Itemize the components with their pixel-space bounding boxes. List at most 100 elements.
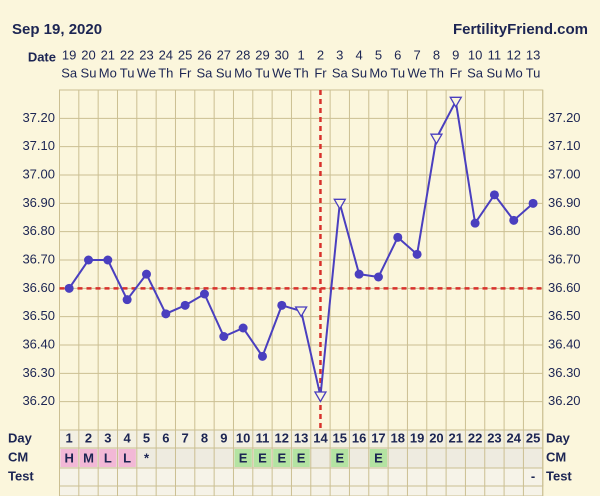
header-site: FertilityFriend.com [453,21,588,38]
cm-value: L [123,450,131,465]
date-label: 11 [488,47,502,62]
day-number: 11 [256,430,270,445]
day-number: 1 [66,430,73,445]
date-label: 26 [197,47,211,62]
test-row-label-right: Test [546,468,572,483]
point [470,218,480,228]
point [64,283,74,293]
date-label: 7 [413,47,420,62]
day-number: 6 [162,430,169,445]
weekday-label: Su [351,65,367,80]
y-tick-label: 37.20 [22,110,55,125]
y-tick-label-right: 36.40 [548,336,581,351]
y-tick-label-right: 36.50 [548,308,581,323]
open-point [313,391,328,403]
cm-row-label: CM [8,449,28,464]
weekday-label: We [407,65,426,80]
cm-cell [369,449,388,467]
y-tick-label: 36.40 [22,336,55,351]
point [161,309,171,319]
weekday-label: Tu [120,65,135,80]
cm-cell [99,449,117,467]
weekday-label: Mo [369,65,387,80]
day-number: 21 [449,430,463,445]
point [277,300,287,310]
point [180,300,190,310]
y-tick-label-right: 36.60 [548,280,581,295]
weekday-label: Fr [450,65,463,80]
weekday-label: Tu [390,65,405,80]
cm-value: E [297,450,306,465]
point [393,232,403,242]
point [373,272,383,282]
cm-cell [292,449,310,467]
y-tick-label-right: 37.20 [548,110,581,125]
y-tick-label-right: 37.10 [548,138,581,153]
weekday-label: Mo [505,65,523,80]
date-label: 5 [375,47,382,62]
weekday-label: Sa [467,65,484,80]
cm-value: E [277,450,286,465]
day-number: 4 [124,430,132,445]
date-label: 10 [468,47,482,62]
day-number: 23 [487,430,501,445]
weekday-label: Su [216,65,232,80]
date-label: 13 [526,47,540,62]
table-row [59,485,544,496]
date-label: 6 [394,47,401,62]
y-tick-label: 36.50 [22,308,55,323]
y-tick-label: 36.60 [22,280,55,295]
day-number: 5 [143,430,150,445]
date-label: 27 [217,47,231,62]
y-tick-label: 36.20 [22,393,55,408]
date-label: Date [28,49,56,64]
header-date: Sep 19, 2020 [12,21,102,38]
weekday-label: Fr [179,65,192,80]
date-label: 2 [317,47,324,62]
cm-value: M [83,450,94,465]
day-number: 20 [429,430,443,445]
day-number: 18 [391,430,405,445]
table-row [59,467,544,487]
date-label: 12 [507,47,521,62]
date-label: 29 [255,47,269,62]
y-tick-label-right: 36.70 [548,251,581,266]
date-label: 9 [452,47,459,62]
y-tick-label: 36.30 [22,365,55,380]
weekday-label: Su [81,65,97,80]
cm-cell [234,449,252,467]
day-number: 13 [294,430,308,445]
weekday-label: We [272,65,291,80]
y-tick-label-right: 36.20 [548,393,581,408]
weekday-label: Mo [99,65,117,80]
y-tick-label-right: 37.00 [548,166,581,181]
cm-row-label-right: CM [546,449,566,464]
cm-cell [331,449,349,467]
date-label: 23 [139,47,153,62]
date-label: 8 [433,47,440,62]
open-point [429,133,444,145]
date-label: 3 [336,47,343,62]
day-number: 22 [468,430,482,445]
weekday-label: Fr [314,65,327,80]
date-label: 1 [298,47,305,62]
day-number: 25 [526,430,540,445]
weekday-label: Th [294,65,309,80]
cm-cell [273,449,291,467]
day-number: 16 [352,430,366,445]
cm-value: L [104,450,112,465]
open-point [449,96,463,109]
day-number: 17 [371,430,385,445]
point [354,269,364,279]
date-label: 22 [120,47,134,62]
date-label: 21 [101,47,115,62]
point [141,269,151,279]
cm-value: * [144,450,150,465]
date-label: 24 [159,47,173,62]
point [219,332,229,341]
day-number: 9 [220,430,227,445]
open-point [333,198,347,211]
day-number: 7 [182,430,189,445]
day-row-label-right: Day [546,430,571,445]
